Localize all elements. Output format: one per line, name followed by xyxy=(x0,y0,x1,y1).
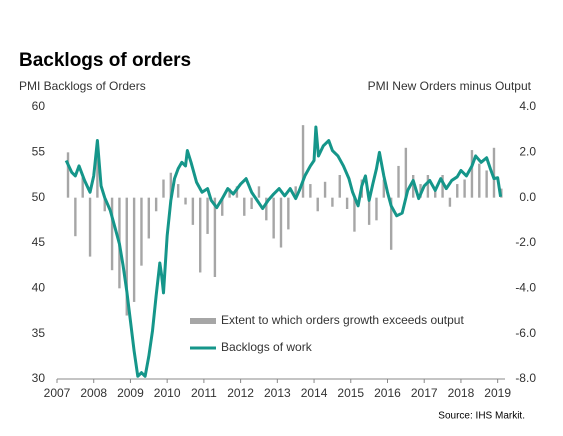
bar xyxy=(132,197,136,302)
x-tick-label: 2010 xyxy=(154,386,181,400)
bar xyxy=(191,197,195,225)
bar xyxy=(125,197,128,316)
bar xyxy=(228,188,231,198)
x-tick-label: 2014 xyxy=(301,386,328,400)
y-tick-label: 45 xyxy=(32,235,46,249)
bar xyxy=(331,197,334,207)
x-tick-label: 2008 xyxy=(80,386,107,400)
y-tick-label: 35 xyxy=(32,326,46,340)
bar xyxy=(463,179,466,198)
line xyxy=(64,125,503,378)
bar xyxy=(235,186,239,198)
bar xyxy=(96,141,99,198)
x-tick-label: 2015 xyxy=(337,386,364,400)
bar xyxy=(213,197,217,277)
bar xyxy=(441,175,444,198)
bar xyxy=(434,188,437,198)
bar xyxy=(272,197,275,239)
bar xyxy=(397,165,400,198)
bar xyxy=(154,197,158,212)
bar xyxy=(250,197,253,209)
bar xyxy=(169,172,173,198)
bar xyxy=(426,175,430,198)
bar xyxy=(88,197,92,257)
bar xyxy=(309,184,312,198)
x-tick-label: 2009 xyxy=(117,386,144,400)
legend-swatch xyxy=(190,318,216,324)
bar xyxy=(382,179,386,198)
bar xyxy=(353,197,356,232)
bar xyxy=(411,175,415,198)
bar xyxy=(456,184,459,198)
x-tick-label: 2019 xyxy=(484,386,511,400)
legend-label: Extent to which orders growth exceeds ou… xyxy=(221,313,464,327)
bar xyxy=(485,170,488,198)
bar xyxy=(492,147,496,198)
bar xyxy=(316,197,319,212)
y2-tick-label: 0.0 xyxy=(519,190,536,204)
x-tick-label: 2017 xyxy=(411,386,438,400)
y-tick-label: 60 xyxy=(32,99,46,113)
bar xyxy=(265,197,268,221)
bar xyxy=(206,197,209,234)
y-tick-label: 30 xyxy=(32,371,46,385)
chart-title: Backlogs of orders xyxy=(19,50,191,71)
x-tick-label: 2018 xyxy=(448,386,475,400)
y-tick-label: 55 xyxy=(32,145,46,159)
y2-tick-label: 4.0 xyxy=(519,99,536,113)
bar xyxy=(66,152,70,198)
bar xyxy=(389,197,393,250)
bar xyxy=(81,177,84,198)
bar xyxy=(404,147,408,198)
bar xyxy=(279,197,283,248)
y2-axis-label: PMI New Orders minus Output xyxy=(368,79,532,93)
x-tick-label: 2007 xyxy=(44,386,71,400)
bar xyxy=(140,197,143,266)
bar xyxy=(294,186,297,198)
bar xyxy=(478,163,481,198)
source: Source: IHS Markit. xyxy=(438,411,525,422)
bar xyxy=(199,197,202,273)
y2-tick-label: -8.0 xyxy=(515,371,536,385)
x-tick-label: 2012 xyxy=(227,386,254,400)
bar xyxy=(184,197,187,205)
bar xyxy=(301,125,305,198)
y2-tick-label: 2.0 xyxy=(519,145,536,159)
bar xyxy=(147,197,151,239)
bar xyxy=(375,197,378,221)
bar xyxy=(367,197,371,225)
bar xyxy=(287,197,290,230)
y-tick-label: 50 xyxy=(32,190,46,204)
legend-label: Backlogs of work xyxy=(221,340,313,354)
bar xyxy=(448,197,452,207)
x-tick-label: 2013 xyxy=(264,386,291,400)
y-axis-label: PMI Backlogs of Orders xyxy=(19,79,146,93)
bar xyxy=(243,197,246,216)
bar xyxy=(162,179,165,198)
bar xyxy=(257,186,261,198)
bar xyxy=(221,197,224,216)
bar xyxy=(74,197,77,237)
y2-tick-label: -6.0 xyxy=(515,326,536,340)
x-tick-label: 2016 xyxy=(374,386,401,400)
y2-tick-label: -4.0 xyxy=(515,281,536,295)
bar xyxy=(338,175,341,198)
bar xyxy=(110,197,114,271)
y2-tick-label: -2.0 xyxy=(515,235,536,249)
bar xyxy=(345,197,349,209)
bar xyxy=(176,184,180,198)
bar xyxy=(470,150,474,198)
bar xyxy=(323,181,327,198)
y-tick-label: 40 xyxy=(32,281,46,295)
bar xyxy=(103,197,106,212)
x-tick-label: 2011 xyxy=(191,386,217,400)
